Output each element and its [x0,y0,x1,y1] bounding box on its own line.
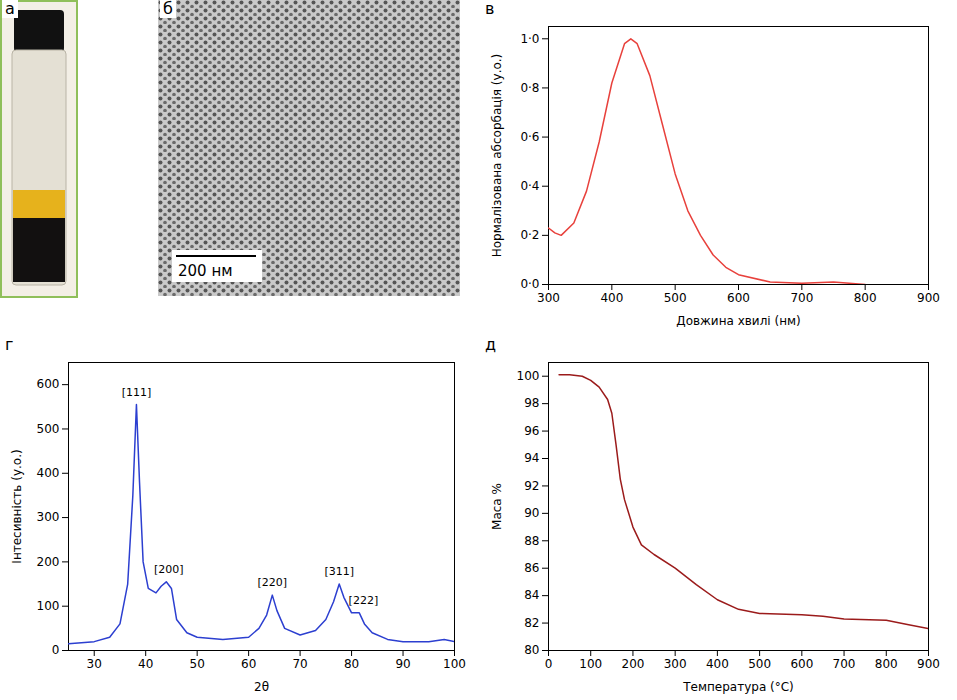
html-text:д: д [485,335,497,354]
svg-text:800: 800 [875,657,898,671]
svg-text:Нормалізована абсорбація (у.о.: Нормалізована абсорбація (у.о.) [490,54,504,258]
svg-text:800: 800 [854,291,877,305]
svg-text:200 нм: 200 нм [178,262,233,280]
svg-text:600: 600 [37,377,60,391]
svg-text:[311]: [311] [324,565,354,578]
svg-text:90: 90 [395,657,410,671]
html-text:б: б [163,0,173,18]
svg-text:100: 100 [443,657,466,671]
svg-text:300: 300 [664,657,687,671]
html-text:г: г [5,335,14,354]
svg-text:80: 80 [344,657,359,671]
svg-text:500: 500 [664,291,687,305]
svg-text:40: 40 [138,657,153,671]
svg-text:Довжина хвилі (нм): Довжина хвилі (нм) [676,314,800,328]
svg-text:0·4: 0·4 [520,179,539,193]
svg-text:500: 500 [37,422,60,436]
svg-text:100: 100 [37,599,60,613]
svg-text:98: 98 [524,396,539,410]
svg-text:400: 400 [37,466,60,480]
svg-text:0: 0 [52,643,60,657]
svg-text:700: 700 [790,291,813,305]
svg-text:70: 70 [292,657,307,671]
svg-text:82: 82 [524,616,539,630]
svg-text:[111]: [111] [122,386,152,399]
svg-text:700: 700 [833,657,856,671]
svg-text:86: 86 [524,561,539,575]
svg-text:2θ: 2θ [254,680,269,694]
svg-text:94: 94 [524,451,539,465]
svg-text:600: 600 [727,291,750,305]
svg-text:90: 90 [524,506,539,520]
svg-text:0·8: 0·8 [520,81,539,95]
svg-text:0: 0 [545,657,553,671]
svg-text:300: 300 [37,510,60,524]
svg-text:60: 60 [241,657,256,671]
svg-text:100: 100 [517,369,540,383]
svg-text:Інтесивність (у.о.): Інтесивність (у.о.) [10,449,24,563]
svg-text:0·0: 0·0 [520,277,539,291]
svg-text:1·0: 1·0 [520,32,539,46]
svg-text:[220]: [220] [258,576,288,589]
html-text:а: а [5,0,15,18]
svg-text:[200]: [200] [154,563,184,576]
svg-text:96: 96 [524,424,539,438]
svg-text:900: 900 [917,291,940,305]
svg-text:600: 600 [790,657,813,671]
svg-text:400: 400 [600,291,623,305]
svg-text:Температура (°С): Температура (°С) [682,680,794,694]
html-text:в: в [485,0,495,18]
svg-text:400: 400 [706,657,729,671]
svg-text:100: 100 [579,657,602,671]
svg-text:200: 200 [621,657,644,671]
svg-text:92: 92 [524,479,539,493]
svg-text:300: 300 [537,291,560,305]
svg-text:0·2: 0·2 [520,228,539,242]
svg-text:Маса %: Маса % [490,483,504,530]
svg-text:200: 200 [37,555,60,569]
svg-text:30: 30 [87,657,102,671]
svg-text:84: 84 [524,588,539,602]
svg-text:[222]: [222] [349,594,379,607]
svg-text:0·6: 0·6 [520,130,539,144]
svg-text:80: 80 [524,643,539,657]
svg-text:88: 88 [524,534,539,548]
svg-text:50: 50 [190,657,205,671]
svg-text:500: 500 [748,657,771,671]
svg-text:900: 900 [917,657,940,671]
